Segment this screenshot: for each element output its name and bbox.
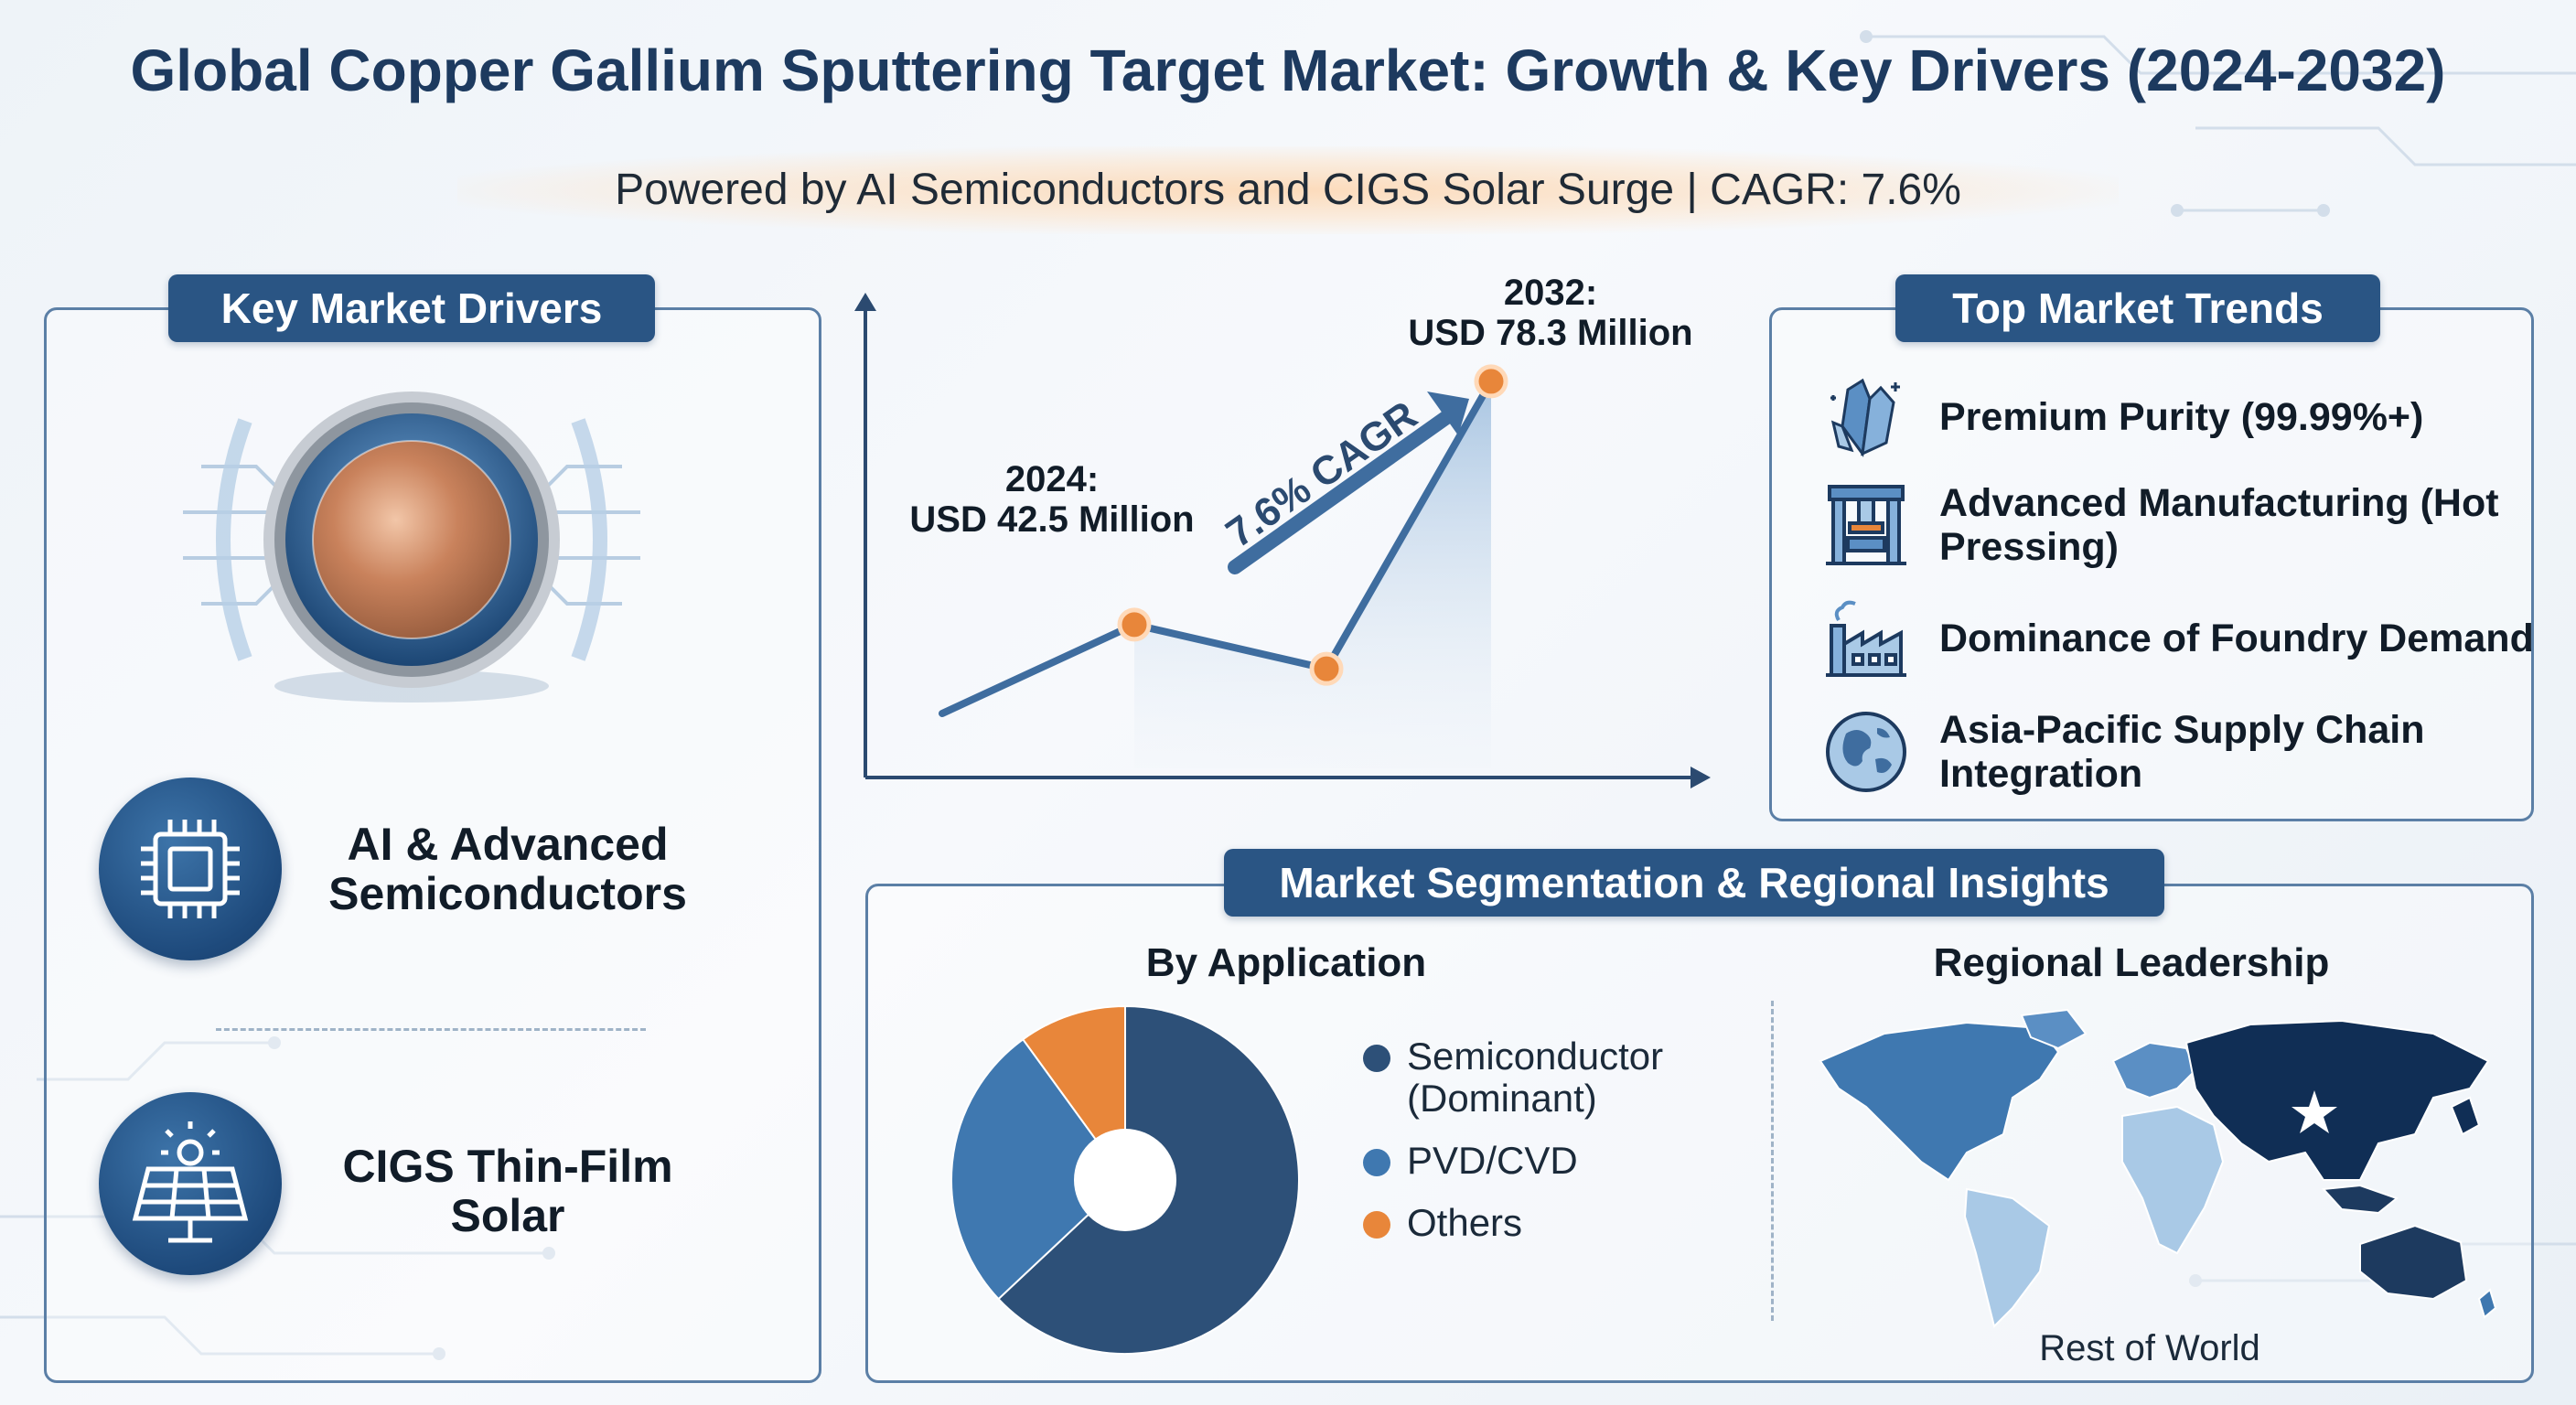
rest-of-world-label: Rest of World [2039,1328,2260,1368]
leader-star-icon [2292,1090,2337,1133]
trends-heading: Top Market Trends [1895,274,2380,342]
pie-slice-1 [950,1037,1127,1301]
world-map [1819,1008,2497,1328]
growth-point-0 [1117,607,1152,642]
trend-label-purity: Premium Purity (99.99%+) [1939,395,2424,439]
growth-point-1 [1309,651,1344,686]
segmentation-heading: Market Segmentation & Regional Insights [1224,849,2164,917]
trend-item-asia-pacific: Asia-Pacific Supply Chain Integration [1820,706,2534,798]
legend-item-semiconductor: Semiconductor (Dominant) [1363,1035,1663,1120]
trend-label-foundry: Dominance of Foundry Demand [1939,617,2534,660]
driver-label-solar: CIGS Thin-Film Solar [342,1141,673,1241]
drivers-divider [216,1028,646,1031]
growth-series-line [939,377,1495,717]
legend-item-others: Others [1363,1202,1522,1244]
press-machine-icon [1826,485,1906,565]
trend-item-purity: Premium Purity (99.99%+) [1820,371,2534,463]
growth-area-fill [1134,381,1491,768]
globe-icon [1826,712,1906,792]
solar-panel-icon [99,1092,282,1275]
trend-label-asia-pacific: Asia-Pacific Supply Chain Integration [1939,708,2425,796]
legend-swatch-others [1363,1211,1390,1239]
trend-label-manufacturing: Advanced Manufacturing (Hot Pressing) [1939,481,2499,569]
drivers-heading: Key Market Drivers [168,274,655,342]
by-application-heading: By Application [1145,940,1427,985]
legend-swatch-pvd-cvd [1363,1149,1390,1176]
segmentation-divider [1771,1001,1774,1321]
application-donut-chart [950,1004,1300,1355]
crystal-icon [1830,378,1900,457]
page-title: Global Copper Gallium Sputtering Target … [130,38,2446,103]
end-value-label: 2032: USD 78.3 Million [1408,273,1693,353]
legend-label-others: Others [1407,1201,1523,1244]
factory-icon [1826,600,1906,677]
sputtering-target-icon [183,391,640,702]
legend-label-semiconductor: Semiconductor (Dominant) [1407,1035,1664,1120]
cagr-arrow [1228,391,1469,574]
trend-item-manufacturing: Advanced Manufacturing (Hot Pressing) [1820,479,2534,571]
legend-swatch-semiconductor [1363,1045,1390,1072]
legend-item-pvd-cvd: PVD/CVD [1363,1140,1578,1182]
regional-leadership-heading: Regional Leadership [1933,940,2330,985]
start-value-label: 2024: USD 42.5 Million [909,459,1195,540]
legend-label-pvd-cvd: PVD/CVD [1407,1139,1578,1182]
chip-icon [99,778,282,960]
cagr-label: 7.6% CAGR [1218,392,1425,556]
growth-point-2 [1474,364,1508,399]
page-subtitle: Powered by AI Semiconductors and CIGS So… [457,146,2119,234]
trend-item-foundry: Dominance of Foundry Demand [1820,593,2534,684]
driver-label-ai: AI & Advanced Semiconductors [328,819,687,919]
growth-line-chart: 7.6% CAGR [854,293,1711,788]
